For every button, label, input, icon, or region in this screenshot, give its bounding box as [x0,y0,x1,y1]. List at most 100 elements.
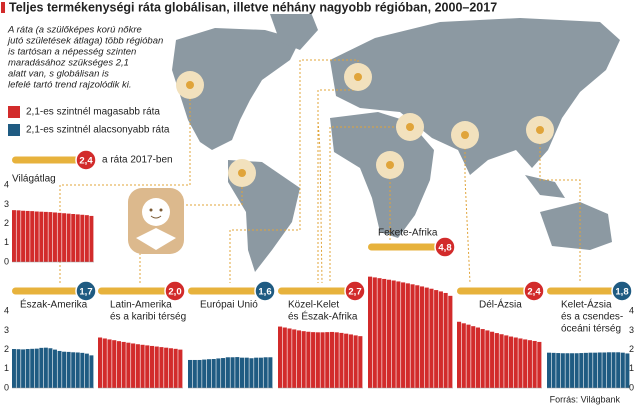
region-name: Világátlag [12,174,56,185]
bar [221,358,226,388]
bar [263,357,268,388]
bar [121,341,126,388]
bar [301,331,306,388]
bar [25,210,30,262]
bar [368,276,373,388]
bar [419,286,425,388]
highlight-bar [12,156,82,164]
y-tick-label: 4 [4,180,9,190]
bar [140,344,145,388]
bar [116,341,122,388]
y-tick-label: 3 [629,325,634,335]
region-name: Fekete-Afrika [378,228,438,239]
bar [551,352,556,388]
region-name: Latin-Amerika [110,300,172,311]
bar [62,351,67,388]
bar [611,352,616,388]
y-tick-label: 1 [4,237,9,247]
bar [287,328,292,388]
region-name: Közel-Kelet [288,300,339,311]
highlight-bar [278,287,351,295]
bar [523,339,528,388]
note-line: is tartósan a népesség szinten [8,47,136,58]
legend-swatch [8,124,20,136]
note-line: alatt van, s globálisan is [8,69,109,80]
bar [424,287,429,388]
bar [202,359,207,388]
y-tick-label: 3 [4,325,9,335]
region-markers [176,63,554,187]
bar [401,282,406,388]
region-name: és a karibi térség [110,312,186,323]
bar [149,345,155,388]
bar [499,334,504,388]
bar [34,348,39,388]
bar [508,336,514,388]
bar [168,348,173,388]
highlight-bar [368,243,441,251]
bar [583,352,588,388]
bar [513,337,518,388]
bar [448,295,453,388]
bar [438,291,443,388]
region-name: és Észak-Afrika [288,310,358,323]
bar [504,335,509,388]
bar [12,210,16,262]
bar [268,357,273,388]
bar [197,359,202,388]
bar [154,346,159,388]
bar [249,358,254,388]
bar [606,352,611,388]
bar [475,327,481,388]
legend-label: 2,1-es szintnél alacsonyabb ráta [26,125,170,136]
bar [597,352,602,388]
bar [39,347,44,388]
bar [84,353,89,388]
bar [348,334,353,388]
bar [325,332,330,388]
bar [570,353,575,388]
bar [206,359,212,388]
highlight-label: 2,4 [527,287,541,298]
bar [235,357,240,388]
bar [391,280,396,388]
bar [131,343,136,388]
bar [377,278,382,388]
region-name: Észak-Amerika [20,298,88,311]
bar [173,348,178,388]
y-tick-label: 2 [4,218,9,228]
bar [75,214,80,262]
bar [457,321,462,388]
highlight-bar [12,287,82,295]
bar [353,335,358,388]
bar [485,330,490,388]
bar [16,210,21,262]
bar [71,214,76,262]
bar [466,324,471,388]
bar [145,345,150,388]
bar [415,285,420,388]
bar [39,211,44,262]
bar [66,351,71,388]
bar [211,359,216,388]
bar [80,352,85,388]
bar [480,329,485,388]
bar [588,352,593,388]
highlight-label: 1,6 [258,287,271,298]
bar [48,212,53,262]
highlight-label: 4,8 [438,243,451,254]
bar [410,284,415,388]
note-line: lefelé tartó trend rajzolódik ki. [8,80,132,91]
highlight-label: 1,7 [79,287,92,298]
bar [254,357,259,388]
bar [57,350,62,388]
y-tick-label: 0 [4,256,9,266]
y-tick-label: 0 [629,382,634,392]
bar [494,333,499,388]
highlight-circle [75,149,97,171]
bar [405,283,410,388]
bar [53,349,57,388]
bar [71,352,76,388]
highlight-circle [344,280,366,302]
